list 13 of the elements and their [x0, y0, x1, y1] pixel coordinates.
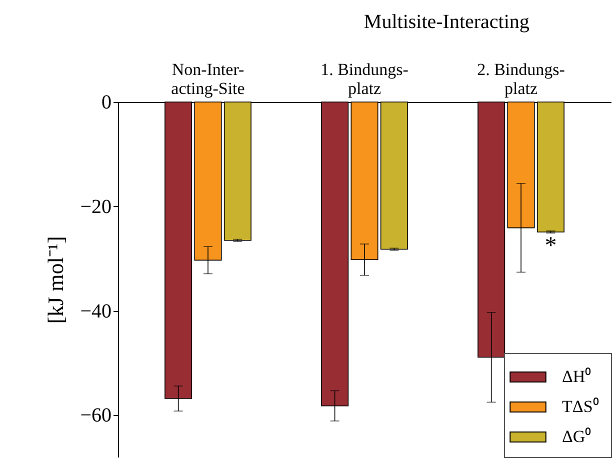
legend-label: ΔH⁰ [562, 367, 592, 386]
y-tick-label: −20 [80, 196, 112, 218]
x-tick-label: 1. Bindungs- platz [320, 60, 409, 98]
y-tick-label: −60 [80, 404, 112, 427]
legend-label: ΔG⁰ [562, 427, 592, 446]
y-axis-title: [kJ mol⁻¹] [43, 236, 68, 324]
annotation: * [544, 233, 557, 260]
y-tick-label: 0 [102, 92, 112, 114]
text: Multisite-Interacting [364, 11, 530, 33]
y-tick-label: −40 [80, 300, 112, 322]
legend-label: TΔS⁰ [562, 397, 599, 416]
x-tick-label: Non-Inter- acting-Site [171, 60, 245, 98]
x-tick-label: 2. Bindungs- platz [477, 60, 566, 98]
